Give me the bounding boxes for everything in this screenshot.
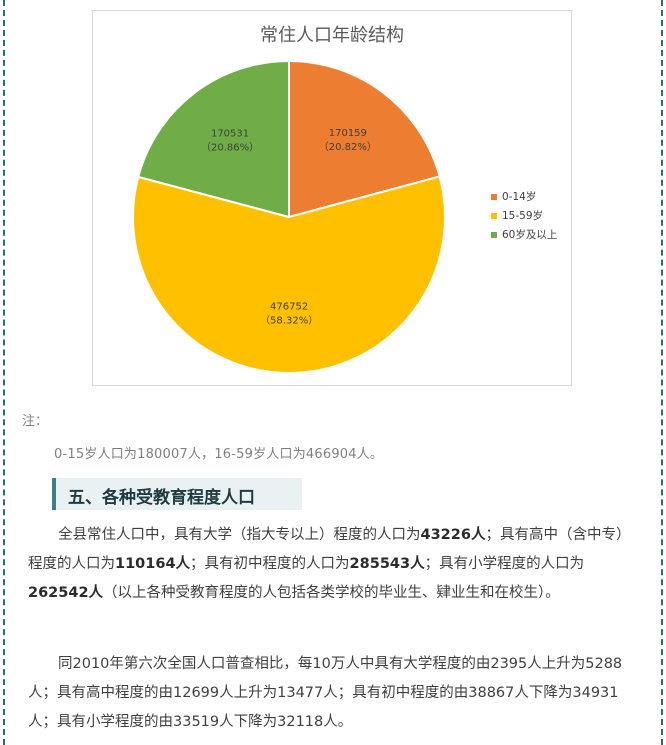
slice-value-label: 170159 bbox=[329, 128, 367, 139]
pie-slice-1 bbox=[132, 175, 446, 374]
section-title: 五、各种受教育程度人口 bbox=[68, 488, 255, 508]
section-header: 五、各种受教育程度人口 bbox=[52, 478, 302, 510]
legend-swatch bbox=[491, 212, 497, 219]
legend-item: 0-14岁 bbox=[491, 187, 557, 206]
left-dashed-border bbox=[3, 0, 5, 745]
census-comparison-paragraph: 同2010年第六次全国人口普查相比，每10万人中具有大学程度的由2395人上升为… bbox=[28, 656, 623, 730]
pie-slice-2 bbox=[137, 59, 290, 219]
legend-label: 15-59岁 bbox=[502, 210, 544, 222]
legend-swatch bbox=[491, 193, 497, 200]
legend-item: 15-59岁 bbox=[491, 206, 557, 225]
note-text: 0-15岁人口为180007人，16-59岁人口为466904人。 bbox=[54, 447, 384, 462]
university-count: 43226人 bbox=[420, 527, 486, 543]
note-label: 注： bbox=[22, 414, 49, 429]
slice-percent-label: （20.82%） bbox=[319, 141, 377, 153]
chart-legend: 0-14岁 15-59岁 60岁及以上 bbox=[491, 187, 557, 244]
slice-value-label: 476752 bbox=[270, 302, 308, 313]
legend-label: 60岁及以上 bbox=[502, 229, 558, 241]
section-accent-bar bbox=[52, 478, 56, 510]
legend-item: 60岁及以上 bbox=[491, 225, 557, 244]
highschool-count: 110164人 bbox=[115, 556, 191, 572]
pie-chart-container: 常住人口年龄结构 170159 （20.82%） 476752 （58.32%） 170… bbox=[92, 10, 572, 386]
slice-percent-label: （58.32%） bbox=[260, 315, 318, 327]
legend-label: 0-14岁 bbox=[502, 191, 537, 203]
primaryschool-count: 262542人 bbox=[28, 585, 104, 601]
right-dashed-border bbox=[661, 0, 663, 745]
legend-swatch bbox=[491, 231, 497, 238]
paragraph-text: ；具有高中（含中专）程度的人口为 bbox=[28, 527, 631, 572]
chart-title: 常住人口年龄结构 bbox=[260, 25, 404, 46]
education-paragraph: 全县常住人口中，具有大学（指大专以上）程度的人口为43226人；具有高中（含中专… bbox=[28, 521, 640, 608]
slice-percent-label: （20.86%） bbox=[201, 141, 259, 153]
middleschool-count: 285543人 bbox=[349, 556, 425, 572]
slice-value-label: 170531 bbox=[211, 128, 249, 139]
paragraph-text: 全县常住人口中，具有大学（指大专以上）程度的人口为 bbox=[58, 527, 421, 543]
paragraph-text: ；具有初中程度的人口为 bbox=[190, 556, 350, 572]
paragraph-text: （以上各种受教育程度的人包括各类学校的毕业生、肄业生和在校生）。 bbox=[103, 585, 560, 601]
paragraph-text: ；具有小学程度的人口为 bbox=[424, 556, 585, 572]
pie-slice-0 bbox=[288, 59, 441, 219]
pie-chart: 170159 （20.82%） 476752 （58.32%） 170531 （20.86… bbox=[132, 59, 446, 374]
